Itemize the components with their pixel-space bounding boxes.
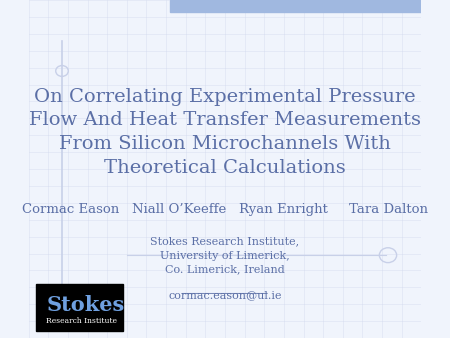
Text: cormac.eason@ul.ie: cormac.eason@ul.ie (168, 291, 282, 301)
Text: Stokes: Stokes (46, 295, 125, 315)
Text: Stokes Research Institute,
University of Limerick,
Co. Limerick, Ireland: Stokes Research Institute, University of… (150, 237, 300, 274)
Text: Cormac Eason   Niall O’Keeffe   Ryan Enright     Tara Dalton: Cormac Eason Niall O’Keeffe Ryan Enright… (22, 203, 428, 216)
FancyBboxPatch shape (36, 284, 123, 331)
Bar (170, 0, 421, 12)
Text: On Correlating Experimental Pressure
Flow And Heat Transfer Measurements
From Si: On Correlating Experimental Pressure Flo… (29, 88, 421, 177)
Text: Research Institute: Research Institute (46, 317, 117, 325)
